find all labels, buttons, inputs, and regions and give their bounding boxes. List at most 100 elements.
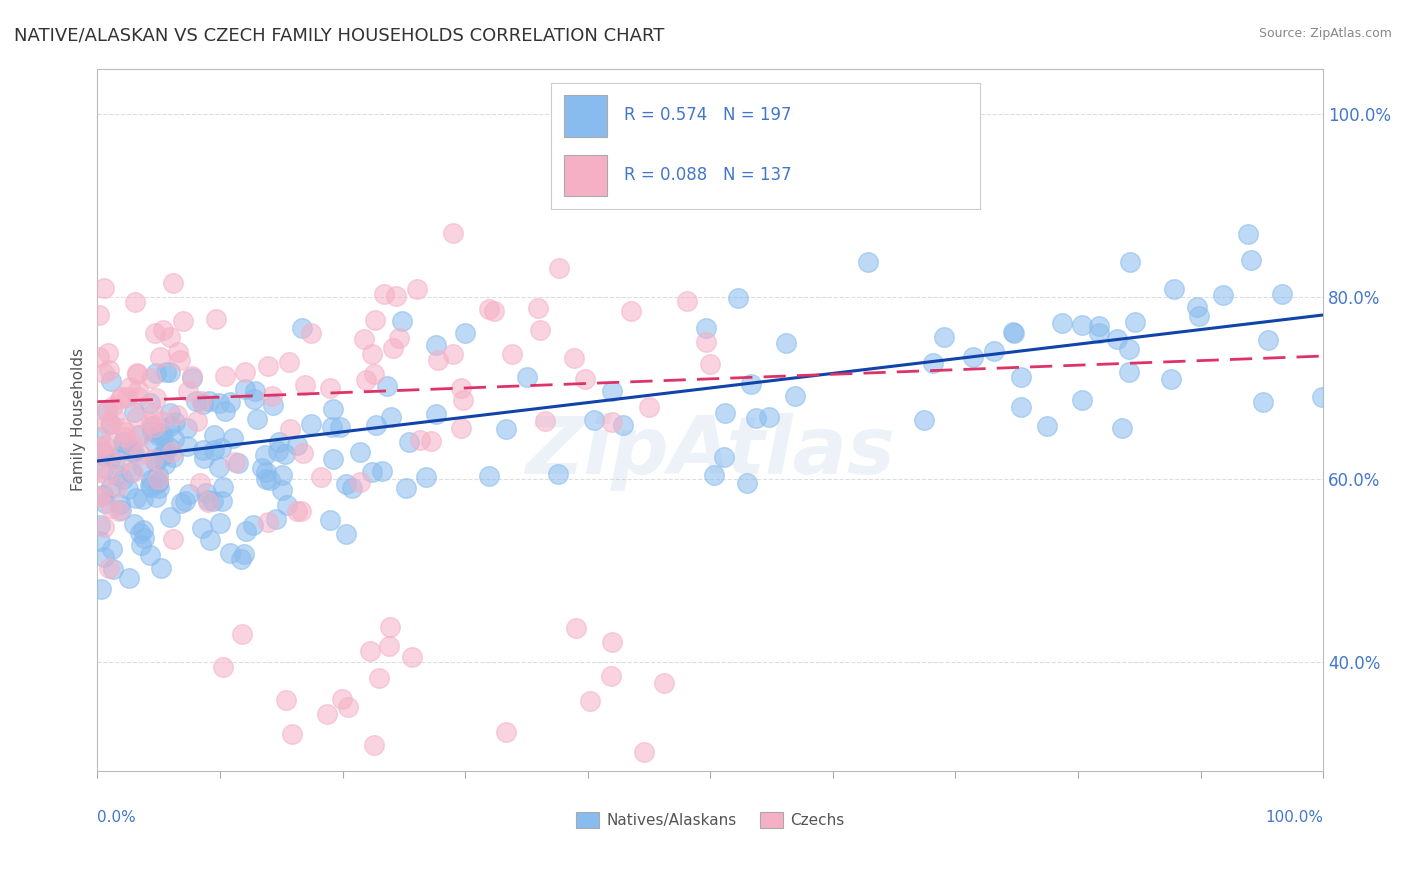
Point	[132, 523, 155, 537]
Point	[245, 384, 267, 398]
Point	[758, 409, 780, 424]
Point	[233, 383, 256, 397]
Point	[441, 226, 464, 240]
Point	[211, 660, 233, 674]
Point	[202, 428, 225, 442]
Point	[363, 738, 385, 752]
Point	[108, 504, 131, 518]
Point	[111, 472, 134, 486]
Point	[388, 330, 411, 344]
Point	[90, 582, 112, 596]
Point	[152, 429, 174, 443]
Point	[89, 518, 111, 533]
Point	[150, 561, 173, 575]
Point	[335, 526, 357, 541]
Point	[1010, 369, 1032, 384]
Point	[478, 301, 501, 316]
Point	[163, 432, 186, 446]
Point	[775, 335, 797, 350]
Point	[1187, 310, 1209, 324]
Point	[450, 381, 472, 395]
Point	[177, 384, 200, 399]
Point	[96, 467, 118, 482]
Point	[638, 400, 661, 414]
Point	[1111, 421, 1133, 435]
Point	[262, 398, 284, 412]
Point	[257, 359, 280, 373]
Point	[361, 347, 384, 361]
Point	[1036, 419, 1059, 434]
Point	[93, 520, 115, 534]
Point	[211, 494, 233, 508]
Point	[242, 518, 264, 533]
Point	[600, 415, 623, 429]
Point	[202, 442, 225, 457]
Point	[382, 341, 405, 355]
Point	[128, 447, 150, 461]
Point	[364, 313, 387, 327]
Point	[562, 351, 585, 365]
Point	[699, 357, 721, 371]
Point	[349, 475, 371, 490]
Text: 100.0%: 100.0%	[1265, 810, 1323, 825]
Point	[620, 304, 643, 318]
Point	[169, 352, 191, 367]
Point	[145, 391, 167, 405]
Point	[141, 417, 163, 431]
Point	[193, 451, 215, 466]
Point	[292, 445, 315, 459]
Point	[139, 548, 162, 562]
Point	[114, 430, 136, 444]
Point	[222, 431, 245, 445]
Point	[783, 389, 806, 403]
Point	[202, 494, 225, 508]
Point	[574, 372, 596, 386]
Point	[1212, 288, 1234, 302]
Point	[858, 255, 880, 269]
Point	[212, 480, 235, 494]
Point	[529, 323, 551, 337]
Point	[1310, 390, 1333, 404]
Point	[398, 434, 420, 449]
Point	[162, 533, 184, 547]
Point	[583, 412, 606, 426]
Point	[145, 455, 167, 469]
Point	[146, 472, 169, 486]
Point	[103, 410, 125, 425]
Point	[340, 482, 363, 496]
Point	[1257, 333, 1279, 347]
Point	[121, 444, 143, 458]
Point	[441, 347, 464, 361]
Point	[108, 497, 131, 511]
Point	[197, 495, 219, 509]
Point	[368, 671, 391, 685]
Point	[285, 438, 308, 452]
Point	[322, 401, 344, 416]
Point	[219, 395, 242, 409]
Point	[118, 439, 141, 453]
Point	[165, 415, 187, 429]
Point	[190, 393, 212, 408]
Point	[311, 469, 333, 483]
Point	[198, 533, 221, 548]
Point	[105, 467, 128, 482]
Point	[184, 394, 207, 409]
Point	[93, 280, 115, 294]
Point	[125, 410, 148, 425]
Point	[401, 650, 423, 665]
Point	[138, 478, 160, 492]
Point	[110, 503, 132, 517]
Point	[214, 369, 236, 384]
Point	[1088, 326, 1111, 340]
Point	[117, 483, 139, 497]
Point	[100, 417, 122, 432]
Point	[600, 384, 623, 399]
Point	[120, 380, 142, 394]
Point	[162, 445, 184, 459]
Point	[676, 294, 699, 309]
Point	[93, 438, 115, 452]
Point	[256, 472, 278, 486]
Point	[94, 450, 117, 464]
Point	[273, 447, 295, 461]
Point	[149, 414, 172, 428]
